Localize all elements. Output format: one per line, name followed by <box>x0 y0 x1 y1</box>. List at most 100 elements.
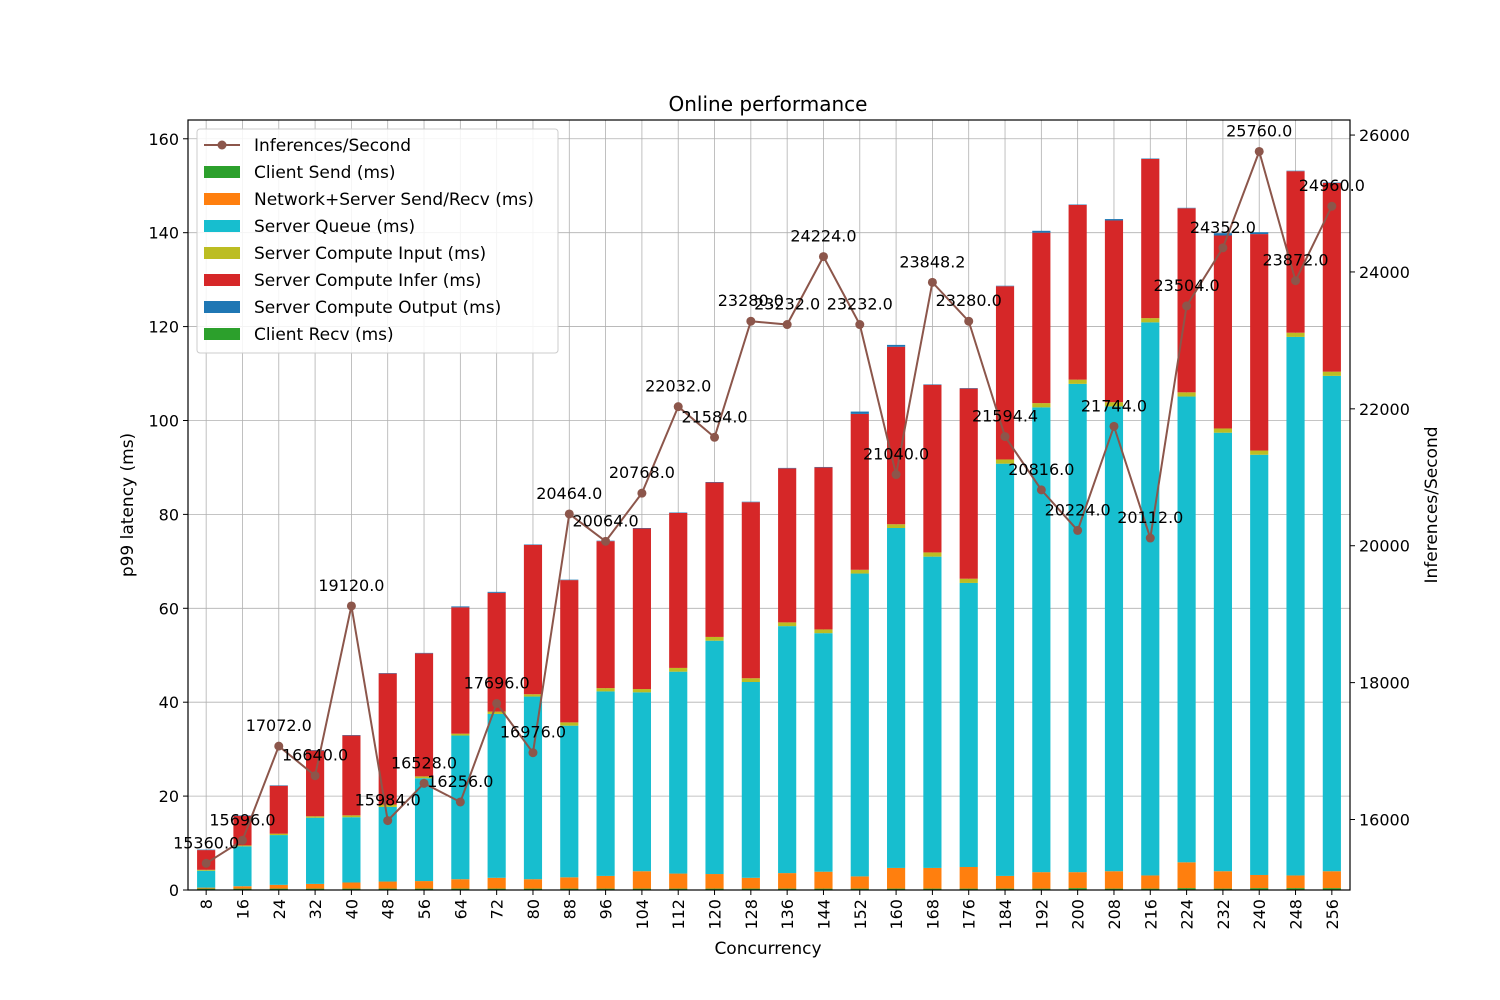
bar-segment <box>523 888 543 890</box>
bar-segment <box>487 591 506 593</box>
bar-segment <box>741 877 760 889</box>
bar-segment <box>1250 888 1269 890</box>
inferences-data-label: 15360.0 <box>173 833 239 852</box>
bar-segment <box>560 722 579 726</box>
x-tick-label: 16 <box>233 899 252 919</box>
bar-segment <box>306 883 325 889</box>
bar-segment <box>959 582 978 867</box>
inferences-point <box>637 488 647 498</box>
bar-segment <box>233 815 252 846</box>
bar-segment <box>414 881 434 889</box>
y2-tick-label: 18000 <box>1359 674 1410 693</box>
bar-segment <box>451 735 470 880</box>
inferences-data-label: 23280.0 <box>936 291 1002 310</box>
bar-segment <box>669 512 688 668</box>
bar-segment <box>1032 403 1051 408</box>
bar-segment <box>705 640 724 875</box>
inferences-point <box>383 816 393 826</box>
legend-swatch <box>204 274 240 286</box>
bar-segment <box>596 691 615 876</box>
bar-segment <box>414 776 434 779</box>
bar-segment <box>741 502 760 679</box>
legend-swatch <box>204 301 240 313</box>
bar-segment <box>269 884 288 889</box>
bar-segment <box>632 689 651 693</box>
y2-tick-label: 22000 <box>1359 400 1410 419</box>
y2-tick-label: 24000 <box>1359 263 1410 282</box>
x-tick-label: 88 <box>560 899 579 919</box>
x-tick-label: 232 <box>1214 899 1233 930</box>
bar-segment <box>1068 888 1087 890</box>
bar-segment <box>560 725 579 878</box>
bar-segment <box>850 413 869 570</box>
inferences-point <box>964 316 974 326</box>
y-axis-left: 0 20 40 60 80 100 120 140 160 <box>148 130 188 900</box>
bar-segment <box>233 845 252 847</box>
bar-segment <box>378 888 397 890</box>
bar-segment <box>923 552 942 557</box>
bar-segment <box>814 467 833 630</box>
bar-segment <box>378 673 397 805</box>
bar-segment <box>850 888 869 890</box>
bar-segment <box>705 482 724 637</box>
bar-segment <box>632 692 651 872</box>
y-tick-label: 0 <box>169 881 179 900</box>
inferences-point <box>1218 243 1228 253</box>
x-tick-label: 176 <box>960 899 979 930</box>
x-tick-label: 32 <box>306 899 325 919</box>
bar-segment <box>451 879 470 889</box>
bar-segment <box>923 384 942 553</box>
inferences-data-label: 20768.0 <box>609 463 675 482</box>
bar-segment <box>1141 888 1160 890</box>
bar-segment <box>778 626 797 874</box>
bar-segment <box>1250 234 1269 451</box>
point-labels: 15360.0 15696.0 17072.0 16640.0 19120.0 15984… <box>173 121 1365 852</box>
inferences-point <box>782 320 792 330</box>
bar-segment <box>923 888 942 890</box>
inferences-point <box>274 741 284 751</box>
bar-segment <box>632 871 651 889</box>
inferences-point <box>419 778 429 788</box>
x-tick-label: 248 <box>1287 899 1306 930</box>
x-tick-label: 128 <box>742 899 761 930</box>
bar-segment <box>306 750 325 817</box>
bar-segment <box>1250 454 1269 875</box>
bar-segment <box>306 888 325 890</box>
bar-segment <box>959 888 978 890</box>
inferences-point <box>1182 301 1192 311</box>
bar-segment <box>741 682 760 878</box>
bar-segment <box>959 866 978 889</box>
bar-segment <box>632 528 651 690</box>
bar-segment <box>1250 232 1269 235</box>
bar-segment <box>197 869 216 871</box>
bar-segment <box>233 888 252 890</box>
bar-segment <box>1032 888 1051 890</box>
bar-segment <box>850 411 869 414</box>
inferences-data-label: 24224.0 <box>790 227 856 246</box>
bar-segment <box>1068 872 1087 889</box>
x-tick-label: 240 <box>1250 899 1269 930</box>
bar-segment <box>1213 871 1232 889</box>
bar-segment <box>632 888 651 890</box>
legend-swatch <box>204 220 240 232</box>
inferences-data-label: 20112.0 <box>1117 508 1183 527</box>
inferences-point <box>673 402 683 412</box>
bar-segment <box>1032 872 1051 889</box>
inferences-point <box>855 320 865 330</box>
legend-entry-label: Server Queue (ms) <box>254 217 415 237</box>
bar-segment <box>596 541 615 689</box>
bar-segment <box>1141 318 1160 323</box>
bar-segment <box>1032 407 1051 873</box>
inferences-point <box>1254 146 1264 156</box>
bar-segment <box>414 778 434 882</box>
chart-title: Online performance <box>669 92 868 116</box>
legend-swatch <box>204 328 240 340</box>
inferences-point <box>492 698 502 708</box>
bar-segment <box>1068 204 1087 380</box>
bar-segment <box>523 694 543 697</box>
bar-segment <box>1322 182 1341 372</box>
bar-segment <box>1322 871 1341 889</box>
bar-segment <box>596 688 615 692</box>
bar-segment <box>1177 888 1196 890</box>
bar-segment <box>269 835 288 885</box>
